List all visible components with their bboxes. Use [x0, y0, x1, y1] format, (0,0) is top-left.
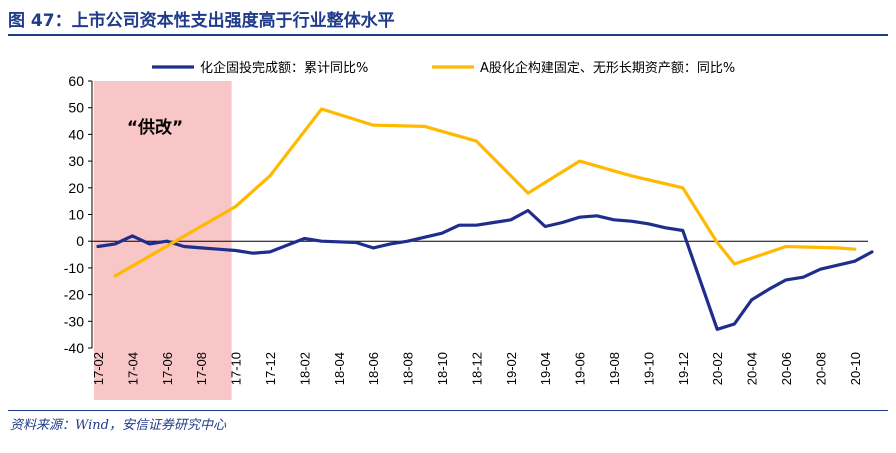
y-tick-label: -20	[64, 287, 84, 303]
x-tick-label: 18-10	[435, 352, 450, 385]
x-tick-label: 18-02	[297, 352, 312, 385]
y-tick-label: -10	[64, 260, 84, 276]
x-tick-label: 17-04	[125, 352, 140, 385]
y-tick-label: 60	[68, 73, 84, 89]
x-tick-label: 19-12	[676, 352, 691, 385]
figure-title: 图 47：上市公司资本性支出强度高于行业整体水平	[8, 11, 395, 31]
x-tick-label: 18-08	[401, 352, 416, 385]
x-tick-label: 18-06	[366, 352, 381, 385]
x-tick-label: 19-08	[607, 352, 622, 385]
source-note: 资料来源：Wind，安信证券研究中心	[10, 418, 226, 433]
x-tick-label: 20-08	[813, 352, 828, 385]
bottom-rule	[8, 410, 888, 411]
legend: 化企固投完成额：累计同比% A股化企构建固定、无形长期资产额：同比%	[152, 60, 735, 76]
y-tick-label: 40	[68, 126, 84, 142]
y-tick-label: 20	[68, 180, 84, 196]
x-tick-label: 19-10	[641, 352, 656, 385]
x-tick-label: 18-04	[332, 352, 347, 385]
x-tick-label: 17-10	[229, 352, 244, 385]
highlight-label: “供改”	[127, 117, 183, 138]
series-line-1	[96, 208, 874, 331]
y-tick-label: -30	[64, 313, 84, 329]
x-tick-label: 20-04	[745, 352, 760, 385]
x-tick-label: 20-02	[710, 352, 725, 385]
series-line-2	[113, 107, 857, 278]
y-tick-label: -40	[64, 340, 84, 356]
x-tick-label: 17-12	[263, 352, 278, 385]
axis-layer: 60 50 40 30 20 10 0 -10 -20 -30 -40 17-02 17-04 17-06…	[64, 73, 868, 385]
x-tick-label: 17-08	[194, 352, 209, 385]
x-tick-label: 19-04	[538, 352, 553, 385]
x-tick-label: 20-10	[848, 352, 863, 385]
x-tick-label: 20-06	[779, 352, 794, 385]
y-tick-label: 10	[68, 207, 84, 223]
legend-label-1: 化企固投完成额：累计同比%	[200, 60, 368, 76]
series-layer	[96, 107, 874, 331]
x-tick-label: 19-06	[573, 352, 588, 385]
y-tick-label: 30	[68, 153, 84, 169]
x-tick-label: 17-02	[91, 352, 106, 385]
x-tick-label: 17-06	[160, 352, 175, 385]
y-tick-label: 0	[76, 233, 84, 249]
annotation-layer: “供改”	[127, 117, 183, 138]
x-tick-label: 18-12	[469, 352, 484, 385]
title-rule	[8, 34, 888, 36]
x-tick-label: 19-02	[504, 352, 519, 385]
y-tick-label: 50	[68, 100, 84, 116]
legend-label-2: A股化企构建固定、无形长期资产额：同比%	[480, 60, 735, 76]
